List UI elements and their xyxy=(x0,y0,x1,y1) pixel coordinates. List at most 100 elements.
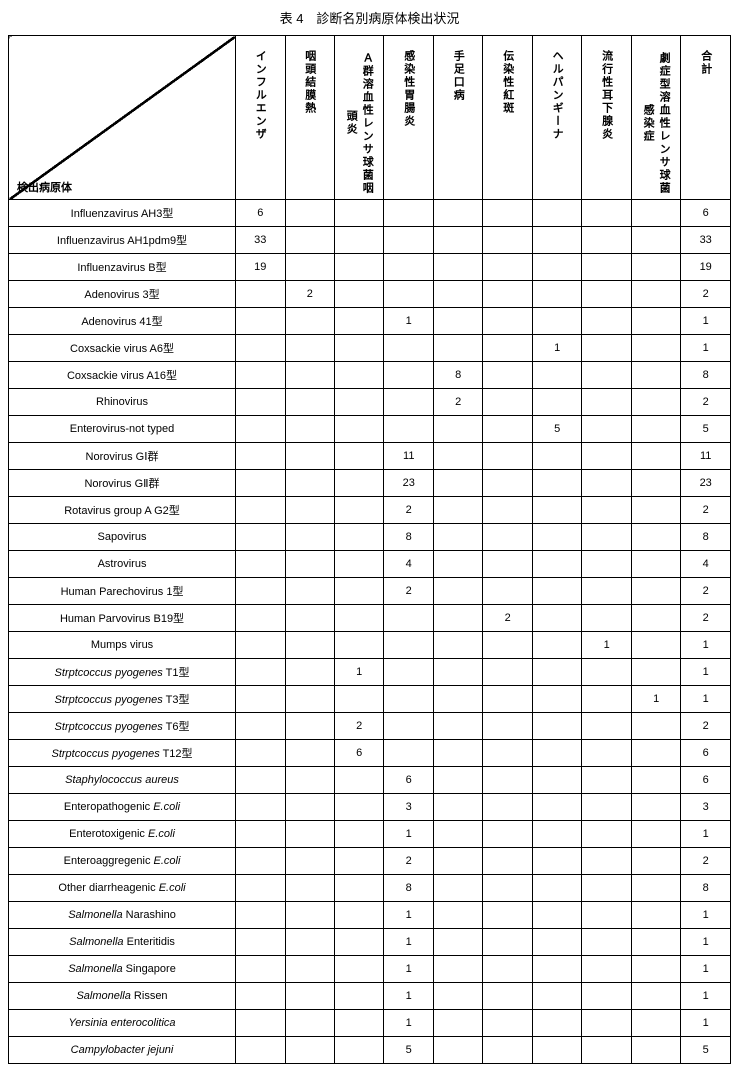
table-cell xyxy=(433,983,482,1010)
table-cell xyxy=(335,767,384,794)
pathogen-name: Influenzavirus B型 xyxy=(9,254,236,281)
table-cell: 8 xyxy=(384,875,433,902)
table-cell: 3 xyxy=(384,794,433,821)
table-cell xyxy=(532,551,581,578)
table-cell: 2 xyxy=(285,281,334,308)
table-cell xyxy=(433,416,482,443)
table-cell xyxy=(631,443,680,470)
table-cell: 1 xyxy=(631,686,680,713)
table-cell xyxy=(285,227,334,254)
table-cell xyxy=(285,389,334,416)
table-cell xyxy=(532,362,581,389)
table-cell xyxy=(285,767,334,794)
table-cell xyxy=(582,254,631,281)
table-cell xyxy=(236,929,285,956)
table-row: Enteropathogenic E.coli33 xyxy=(9,794,731,821)
table-row: Strptcoccus pyogenes T6型22 xyxy=(9,713,731,740)
table-cell: 1 xyxy=(384,902,433,929)
pathogen-name: Influenzavirus AH1pdm9型 xyxy=(9,227,236,254)
table-cell xyxy=(582,443,631,470)
table-cell: 8 xyxy=(433,362,482,389)
table-cell: 8 xyxy=(681,362,731,389)
table-cell xyxy=(433,443,482,470)
table-cell xyxy=(483,281,532,308)
table-cell xyxy=(236,902,285,929)
table-cell xyxy=(631,497,680,524)
table-cell xyxy=(285,794,334,821)
table-cell: 6 xyxy=(681,767,731,794)
pathogen-name: Strptcoccus pyogenes T3型 xyxy=(9,686,236,713)
table-cell xyxy=(631,1037,680,1064)
table-cell xyxy=(532,767,581,794)
table-cell xyxy=(335,875,384,902)
table-cell xyxy=(335,1037,384,1064)
table-row: Salmonella Singapore11 xyxy=(9,956,731,983)
pathogen-name: Strptcoccus pyogenes T1型 xyxy=(9,659,236,686)
table-cell xyxy=(433,875,482,902)
table-cell xyxy=(532,605,581,632)
table-cell xyxy=(236,551,285,578)
table-cell xyxy=(335,416,384,443)
table-cell xyxy=(236,983,285,1010)
table-cell xyxy=(236,524,285,551)
table-cell xyxy=(335,497,384,524)
table-cell xyxy=(335,524,384,551)
table-row: Enterovirus-not typed55 xyxy=(9,416,731,443)
table-cell xyxy=(532,497,581,524)
table-cell xyxy=(384,227,433,254)
table-cell xyxy=(285,578,334,605)
table-cell xyxy=(631,281,680,308)
table-cell xyxy=(532,821,581,848)
table-cell xyxy=(335,848,384,875)
table-cell xyxy=(285,335,334,362)
table-row: Influenzavirus AH1pdm9型3333 xyxy=(9,227,731,254)
table-cell: 2 xyxy=(335,713,384,740)
table-row: Influenzavirus AH3型66 xyxy=(9,200,731,227)
table-row: Astrovirus44 xyxy=(9,551,731,578)
table-cell xyxy=(483,470,532,497)
col-header: 流行性耳下腺炎 xyxy=(582,36,631,200)
table-cell: 2 xyxy=(681,281,731,308)
table-cell xyxy=(236,578,285,605)
table-cell: 1 xyxy=(384,308,433,335)
table-cell xyxy=(532,308,581,335)
table-cell xyxy=(236,794,285,821)
table-cell: 1 xyxy=(335,659,384,686)
table-cell: 1 xyxy=(681,929,731,956)
table-cell xyxy=(631,470,680,497)
table-cell xyxy=(433,551,482,578)
pathogen-name: Staphylococcus aureus xyxy=(9,767,236,794)
table-cell xyxy=(631,875,680,902)
table-cell xyxy=(631,1010,680,1037)
table-header-row: 検出病原体 インフルエンザ咽頭結膜熱Ａ群溶血性レンサ球菌咽頭炎感染性胃腸炎手足口… xyxy=(9,36,731,200)
table-cell xyxy=(631,767,680,794)
table-cell xyxy=(335,1010,384,1037)
table-cell xyxy=(582,578,631,605)
table-cell xyxy=(433,902,482,929)
table-cell xyxy=(582,362,631,389)
table-cell xyxy=(236,767,285,794)
table-row: Salmonella Rissen11 xyxy=(9,983,731,1010)
table-row: Salmonella Narashino11 xyxy=(9,902,731,929)
table-cell xyxy=(582,1010,631,1037)
table-cell: 8 xyxy=(681,524,731,551)
table-cell xyxy=(582,983,631,1010)
table-cell: 8 xyxy=(384,524,433,551)
table-cell: 19 xyxy=(236,254,285,281)
table-cell xyxy=(285,740,334,767)
table-cell: 5 xyxy=(384,1037,433,1064)
col-header: 劇症型溶血性レンサ球菌感染症 xyxy=(631,36,680,200)
table-cell: 1 xyxy=(384,1010,433,1037)
table-cell: 5 xyxy=(681,416,731,443)
table-cell xyxy=(532,281,581,308)
table-cell xyxy=(532,632,581,659)
table-row: Adenovirus 41型11 xyxy=(9,308,731,335)
table-cell xyxy=(433,281,482,308)
table-cell xyxy=(532,470,581,497)
table-cell xyxy=(384,659,433,686)
table-row: Other diarrheagenic E.coli88 xyxy=(9,875,731,902)
table-cell: 1 xyxy=(681,335,731,362)
table-cell xyxy=(483,659,532,686)
table-cell xyxy=(335,308,384,335)
table-cell xyxy=(384,281,433,308)
